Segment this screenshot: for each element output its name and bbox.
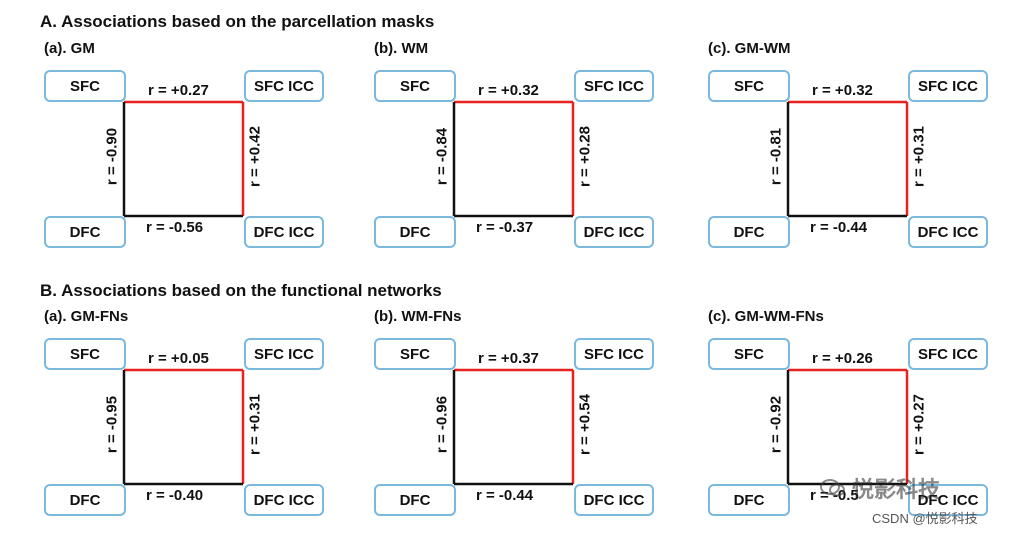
r-right-label: r = +0.54: [576, 394, 594, 455]
r-top-label: r = +0.26: [810, 350, 875, 367]
panel-title: (b). WM-FNs: [374, 308, 462, 325]
node-sfc-icc: SFC ICC: [574, 70, 654, 102]
node-sfc: SFC: [708, 70, 790, 102]
panel-title: (a). GM-FNs: [44, 308, 129, 325]
r-top-label: r = +0.05: [146, 350, 211, 367]
r-bottom-label: r = -0.37: [474, 219, 536, 236]
node-sfc-icc: SFC ICC: [908, 70, 988, 102]
node-sfc: SFC: [374, 70, 456, 102]
node-dfc-icc: DFC ICC: [574, 484, 654, 516]
node-dfc-icc: DFC ICC: [244, 484, 324, 516]
r-right-label: r = +0.31: [246, 394, 264, 455]
panel-title: (b). WM: [374, 40, 429, 57]
panel-0-1: (b). WM SFC SFC ICC DFC DFC ICC: [370, 40, 660, 248]
node-dfc-icc: DFC ICC: [908, 216, 988, 248]
r-left-label: r = -0.96: [433, 395, 451, 454]
panel-title: (c). GM-WM-FNs: [708, 308, 824, 325]
panel-0-0: (a). GM SFC SFC ICC DFC DFC ICC: [40, 40, 330, 248]
node-sfc: SFC: [44, 338, 126, 370]
r-left-label: r = -0.84: [433, 127, 451, 186]
node-sfc: SFC: [708, 338, 790, 370]
r-right-label: r = +0.27: [910, 394, 928, 455]
link-lines: [122, 100, 245, 218]
panel-1-1: (b). WM-FNs SFC SFC ICC DFC DFC ICC: [370, 308, 660, 516]
node-sfc-icc: SFC ICC: [908, 338, 988, 370]
node-sfc-icc: SFC ICC: [244, 338, 324, 370]
link-lines: [452, 100, 575, 218]
r-left-label: r = -0.81: [767, 127, 785, 186]
r-left-label: r = -0.95: [103, 395, 121, 454]
link-lines: [786, 368, 909, 486]
r-bottom-label: r = -0.44: [474, 487, 536, 504]
watermark-text: 悦影科技: [852, 477, 941, 502]
link-lines: [452, 368, 575, 486]
link-lines: [122, 368, 245, 486]
r-right-label: r = +0.28: [576, 126, 594, 187]
r-top-label: r = +0.37: [476, 350, 541, 367]
node-sfc-icc: SFC ICC: [574, 338, 654, 370]
r-left-label: r = -0.90: [103, 127, 121, 186]
panel-1-2: (c). GM-WM-FNs SFC SFC ICC DFC DFC ICC: [704, 308, 994, 516]
link-lines: [786, 100, 909, 218]
node-sfc: SFC: [374, 338, 456, 370]
r-bottom-label: r = -0.44: [808, 219, 870, 236]
panel-title: (a). GM: [44, 40, 95, 57]
r-top-label: r = +0.32: [476, 82, 541, 99]
r-left-label: r = -0.92: [767, 395, 785, 454]
r-right-label: r = +0.31: [910, 126, 928, 187]
node-dfc: DFC: [374, 484, 456, 516]
panel-0-2: (c). GM-WM SFC SFC ICC DFC DFC ICC: [704, 40, 994, 248]
r-bottom-label: r = -0.40: [144, 487, 206, 504]
csdn-credit: CSDN @悦影科技: [872, 511, 978, 526]
panel-title: (c). GM-WM: [708, 40, 791, 57]
r-top-label: r = +0.27: [146, 82, 211, 99]
node-dfc: DFC: [44, 216, 126, 248]
r-right-label: r = +0.42: [246, 126, 264, 187]
node-dfc-icc: DFC ICC: [244, 216, 324, 248]
node-dfc-icc: DFC ICC: [574, 216, 654, 248]
wechat-icon: [820, 479, 845, 497]
node-dfc: DFC: [374, 216, 456, 248]
node-dfc: DFC: [44, 484, 126, 516]
section-a-title: A. Associations based on the parcellatio…: [40, 12, 435, 31]
node-dfc-icc: DFC ICC: [908, 484, 988, 516]
node-dfc: DFC: [708, 216, 790, 248]
node-sfc-icc: SFC ICC: [244, 70, 324, 102]
r-bottom-label: r = -0.56: [144, 219, 206, 236]
node-sfc: SFC: [44, 70, 126, 102]
section-b-title: B. Associations based on the functional …: [40, 281, 442, 300]
r-top-label: r = +0.32: [810, 82, 875, 99]
node-dfc: DFC: [708, 484, 790, 516]
panel-1-0: (a). GM-FNs SFC SFC ICC DFC DFC ICC: [40, 308, 330, 516]
